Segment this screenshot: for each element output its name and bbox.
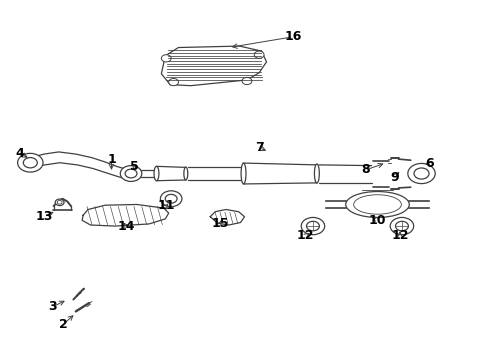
Circle shape bbox=[395, 221, 407, 231]
Circle shape bbox=[55, 199, 64, 206]
Text: 13: 13 bbox=[35, 210, 53, 223]
Ellipse shape bbox=[345, 192, 408, 217]
Circle shape bbox=[413, 168, 428, 179]
Ellipse shape bbox=[183, 167, 187, 180]
Text: 11: 11 bbox=[157, 199, 175, 212]
Polygon shape bbox=[82, 204, 168, 226]
Polygon shape bbox=[210, 210, 244, 225]
Circle shape bbox=[125, 169, 137, 178]
Ellipse shape bbox=[241, 163, 245, 184]
Text: 14: 14 bbox=[117, 220, 135, 233]
Ellipse shape bbox=[154, 166, 159, 181]
Ellipse shape bbox=[353, 195, 401, 214]
Circle shape bbox=[242, 77, 251, 85]
Circle shape bbox=[168, 78, 178, 86]
Ellipse shape bbox=[314, 164, 319, 183]
Text: 16: 16 bbox=[284, 30, 302, 43]
Circle shape bbox=[18, 153, 43, 172]
Circle shape bbox=[57, 201, 62, 204]
Circle shape bbox=[161, 55, 171, 62]
Circle shape bbox=[407, 163, 434, 184]
Text: 7: 7 bbox=[254, 141, 263, 154]
Circle shape bbox=[160, 191, 182, 207]
Circle shape bbox=[254, 51, 264, 58]
Text: 2: 2 bbox=[59, 318, 68, 330]
Circle shape bbox=[306, 221, 319, 231]
Circle shape bbox=[165, 194, 177, 203]
Text: 1: 1 bbox=[107, 153, 116, 166]
Text: 12: 12 bbox=[296, 229, 314, 242]
Circle shape bbox=[389, 217, 413, 235]
Text: 3: 3 bbox=[48, 300, 57, 313]
Text: 4: 4 bbox=[15, 147, 24, 159]
Polygon shape bbox=[161, 46, 266, 86]
Circle shape bbox=[120, 166, 142, 181]
Text: 9: 9 bbox=[390, 171, 399, 184]
Text: 12: 12 bbox=[390, 229, 408, 242]
Text: 5: 5 bbox=[130, 160, 139, 173]
Text: 8: 8 bbox=[361, 163, 369, 176]
Text: 6: 6 bbox=[424, 157, 433, 170]
Text: 10: 10 bbox=[368, 214, 386, 227]
Circle shape bbox=[23, 158, 37, 168]
Circle shape bbox=[301, 217, 324, 235]
Text: 15: 15 bbox=[211, 217, 228, 230]
